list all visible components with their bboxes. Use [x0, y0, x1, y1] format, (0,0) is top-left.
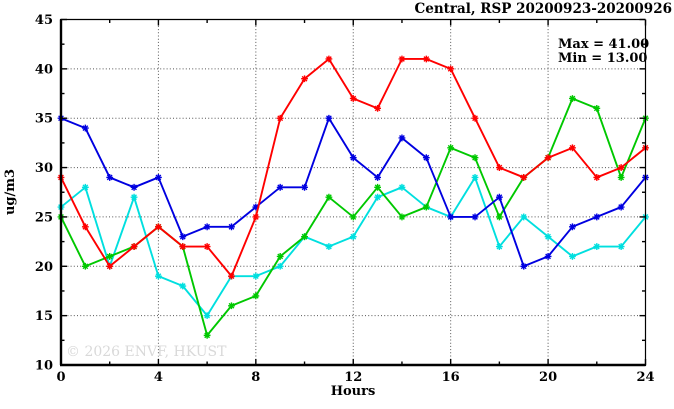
x-tick-label: 8: [251, 370, 260, 385]
series-blue: [57, 114, 649, 270]
y-tick-label: 30: [35, 161, 53, 176]
y-tick-label: 45: [35, 13, 53, 28]
y-tick-label: 25: [35, 210, 53, 225]
min-annotation: Min = 13.00: [558, 51, 647, 66]
y-tick-label: 35: [35, 112, 53, 127]
x-tick-label: 16: [442, 370, 460, 385]
x-tick-label: 20: [539, 370, 557, 385]
ticks-layer: [60, 18, 647, 366]
watermark: © 2026 ENVF, HKUST: [66, 344, 227, 360]
x-tick-label: 12: [344, 370, 362, 385]
y-tick-label: 40: [35, 62, 53, 77]
max-annotation: Max = 41.00: [558, 37, 649, 52]
x-tick-label: 24: [636, 370, 654, 385]
x-tick-label: 0: [56, 370, 65, 385]
x-tick-label: 4: [154, 370, 163, 385]
x-axis-label: Hours: [331, 384, 376, 399]
grid-layer: [61, 19, 646, 365]
y-tick-label: 15: [35, 309, 53, 324]
chart-title: Central, RSP 20200923-20200926: [415, 1, 673, 17]
y-axis-label: ug/m3: [3, 169, 18, 215]
y-tick-label: 20: [35, 260, 53, 275]
y-tick-label: 10: [35, 359, 53, 374]
tick-labels-layer: 0 4 8 12 16 20 24 10 15 20 25 30 35 40 45: [35, 13, 655, 385]
